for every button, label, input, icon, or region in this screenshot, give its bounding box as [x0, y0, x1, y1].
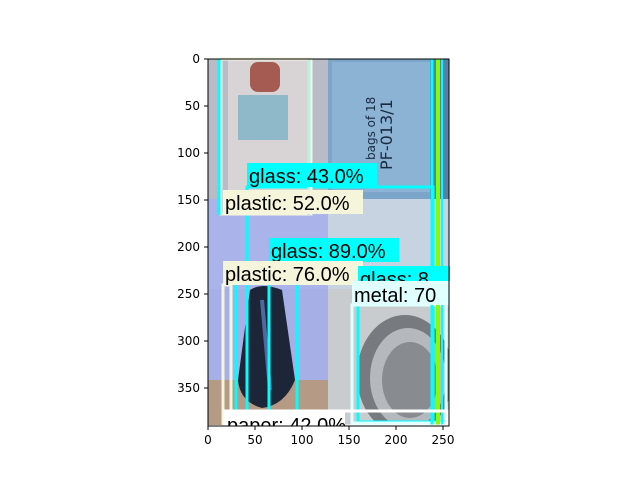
label-metal-70: metal: 70	[354, 285, 436, 307]
label-glass-43: glass: 43.0%	[249, 166, 364, 188]
x-axis: 0 50 100 150 200 250	[204, 426, 454, 447]
y-tick-label: 0	[192, 52, 200, 66]
y-tick-label: 50	[185, 99, 200, 113]
x-tick-label: 150	[338, 433, 361, 447]
svg-text:PF-013/1: PF-013/1	[377, 99, 396, 170]
y-tick-label: 300	[177, 334, 200, 348]
x-tick-label: 250	[432, 433, 455, 447]
y-tick-label: 100	[177, 146, 200, 160]
x-tick-label: 0	[204, 433, 212, 447]
y-tick-label: 350	[177, 381, 200, 395]
y-axis: 0 50 100 150 200 250 300 350	[177, 52, 208, 395]
x-tick-label: 200	[385, 433, 408, 447]
x-tick-label: 100	[291, 433, 314, 447]
label-plastic-76: plastic: 76.0%	[225, 264, 350, 286]
label-plastic-52: plastic: 52.0%	[225, 193, 350, 215]
y-tick-label: 150	[177, 193, 200, 207]
label-glass-89: glass: 89.0%	[271, 241, 386, 263]
y-tick-label: 200	[177, 240, 200, 254]
y-tick-label: 250	[177, 287, 200, 301]
svg-text:bags of 18: bags of 18	[364, 97, 378, 160]
x-tick-label: 50	[247, 433, 262, 447]
axes-frame	[207, 58, 450, 427]
